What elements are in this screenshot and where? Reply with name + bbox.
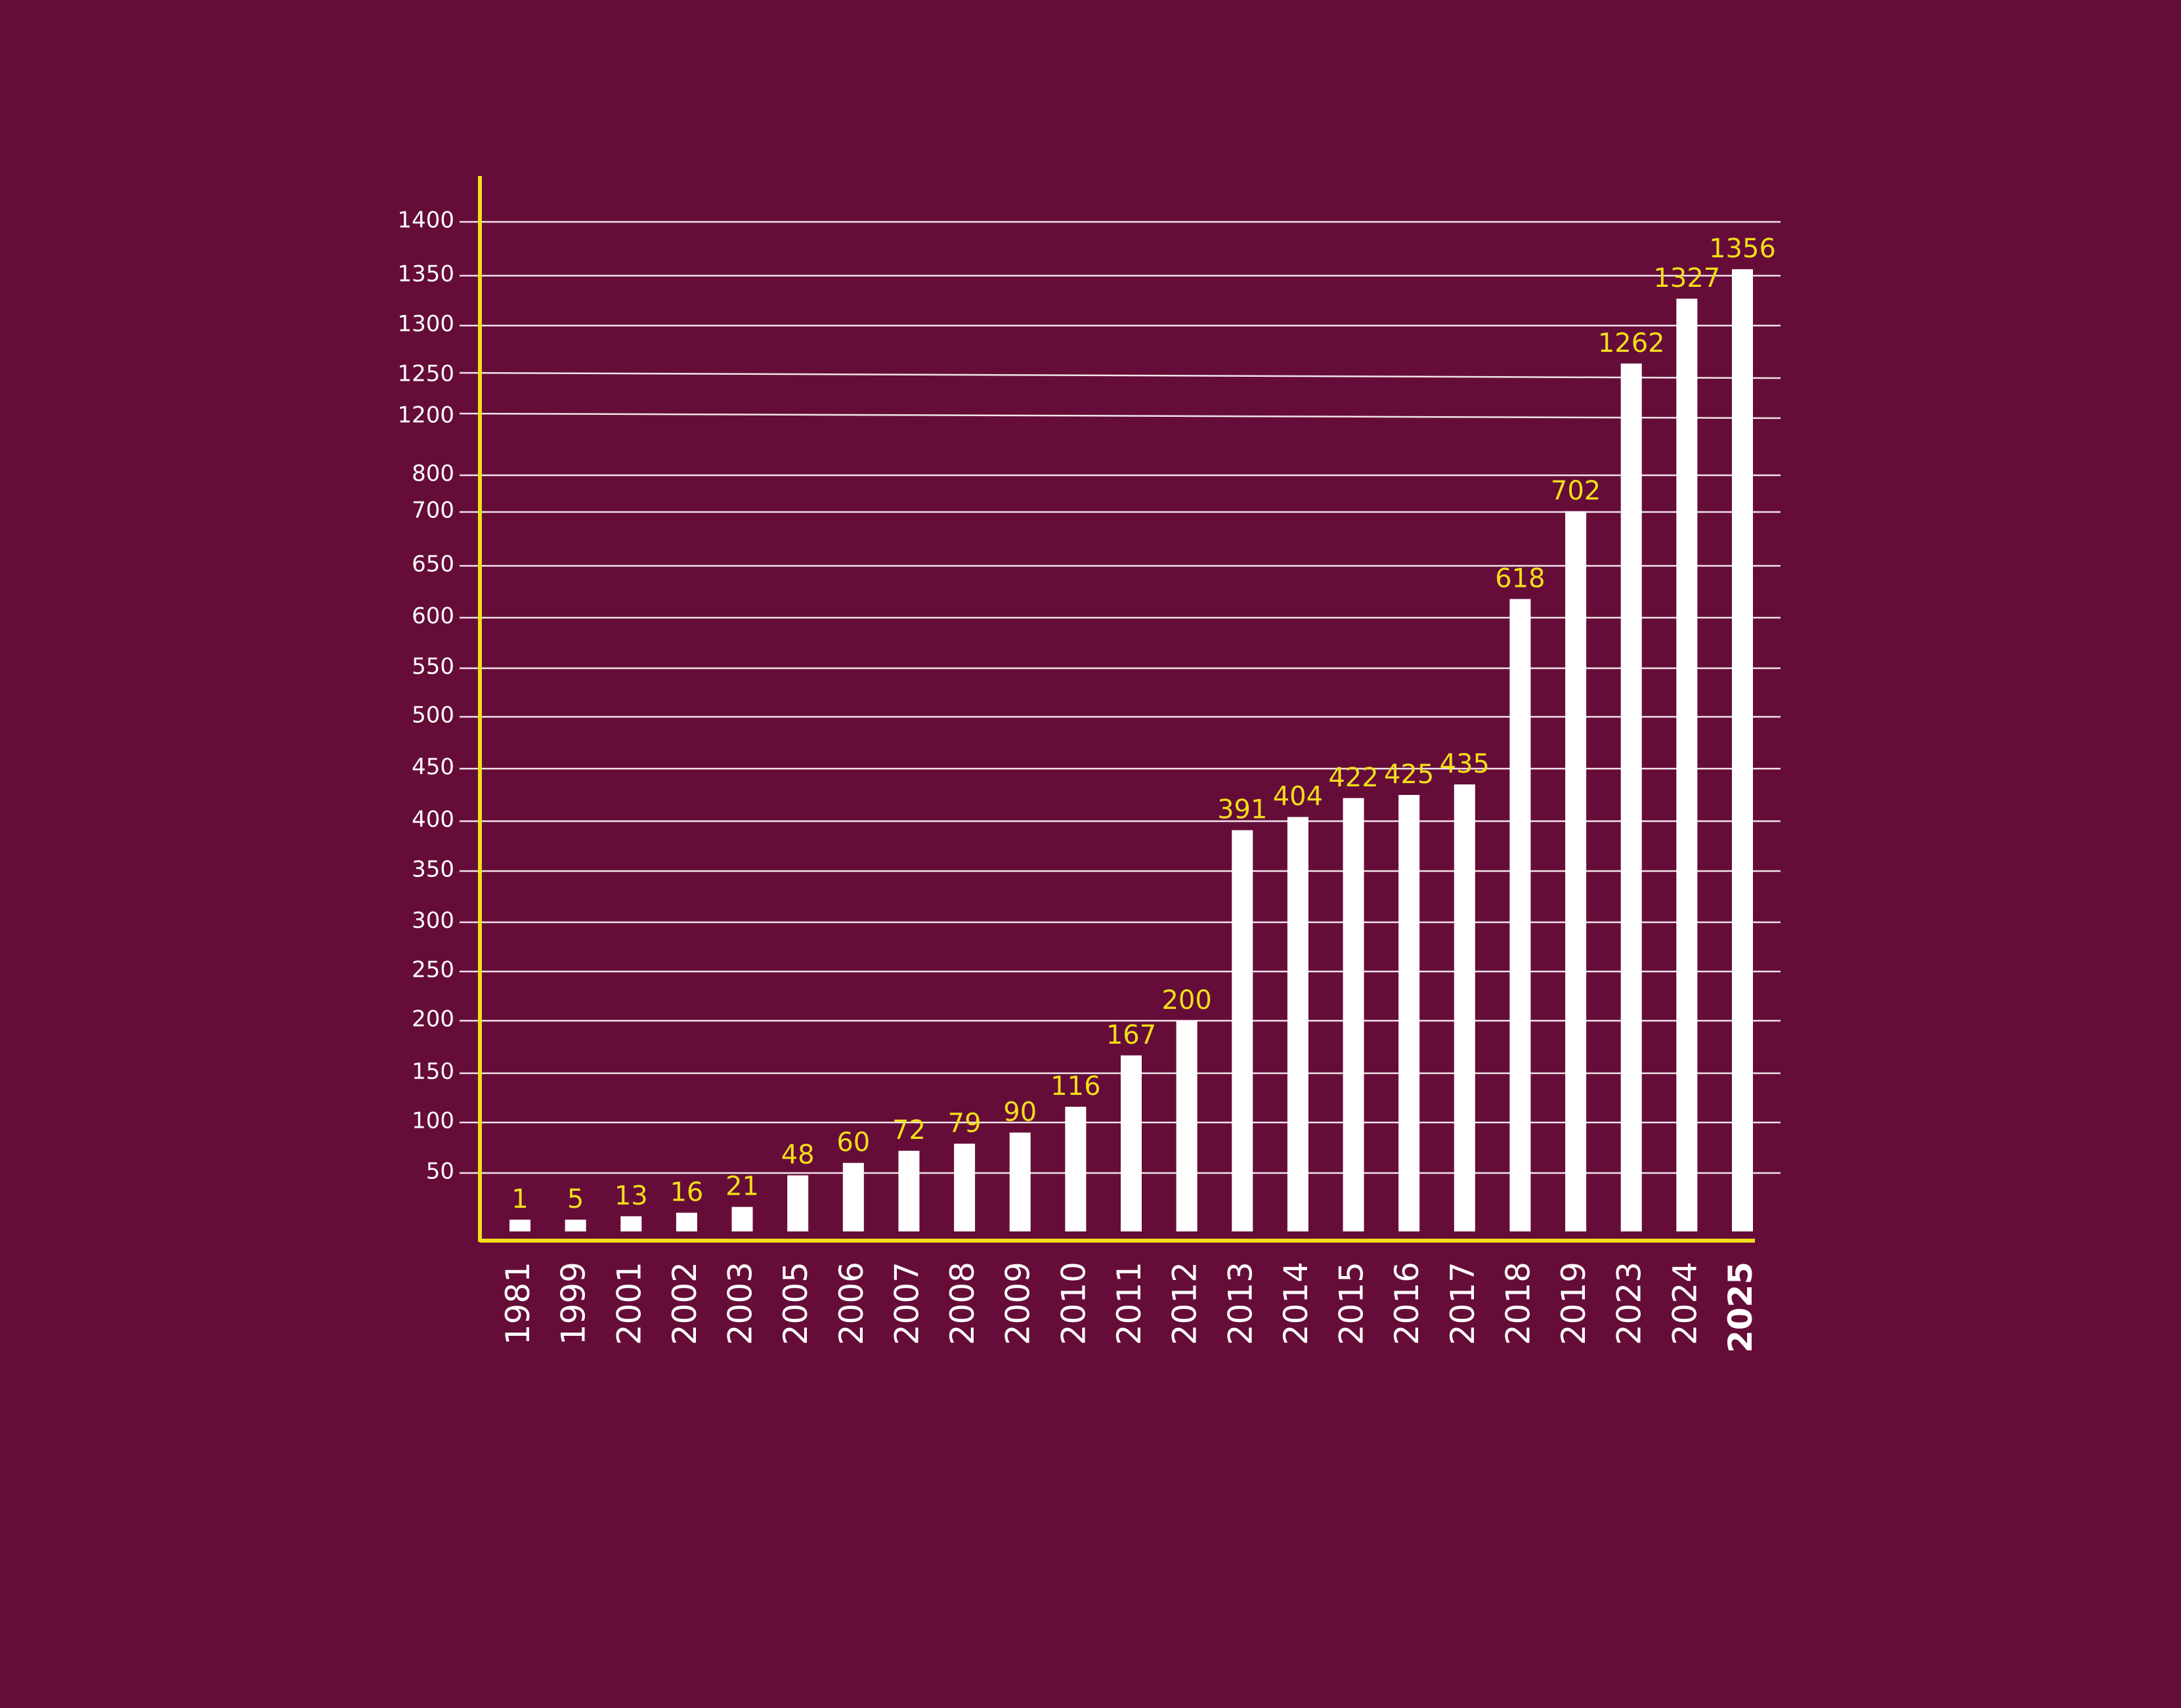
x-tick-label: 1981 — [499, 1262, 537, 1345]
bar — [1176, 1021, 1198, 1231]
x-tick-label: 2015 — [1333, 1262, 1371, 1345]
x-tick-label: 2018 — [1499, 1262, 1537, 1345]
x-tick-label: 2010 — [1054, 1262, 1092, 1345]
value-label: 1356 — [1709, 234, 1776, 264]
bar — [1009, 1132, 1031, 1231]
y-tick-label: 100 — [412, 1108, 454, 1134]
bar — [1565, 511, 1587, 1231]
value-label: 422 — [1328, 763, 1378, 793]
bar — [620, 1216, 642, 1231]
bar — [1676, 298, 1698, 1232]
y-tick-label: 700 — [412, 498, 454, 524]
value-label: 1 — [511, 1184, 528, 1214]
bar — [565, 1220, 586, 1231]
y-tick-label: 550 — [412, 654, 454, 680]
gridline — [459, 372, 1781, 379]
bar — [1620, 363, 1642, 1231]
value-label: 435 — [1440, 749, 1490, 779]
x-tick-label: 2002 — [666, 1262, 704, 1345]
value-label: 13 — [615, 1181, 648, 1211]
x-tick-label: 2006 — [832, 1262, 871, 1345]
value-label: 200 — [1161, 985, 1211, 1015]
x-tick-label: 2001 — [610, 1262, 648, 1345]
y-tick-label: 450 — [412, 754, 454, 780]
value-label: 1327 — [1653, 263, 1720, 293]
bar — [898, 1151, 920, 1231]
bar — [842, 1163, 864, 1231]
bar — [1065, 1107, 1087, 1231]
bar — [509, 1220, 530, 1231]
value-label: 72 — [892, 1115, 926, 1145]
x-tick-label: 2009 — [999, 1262, 1037, 1345]
value-label: 404 — [1273, 782, 1323, 812]
value-label: 1262 — [1598, 328, 1665, 358]
x-tick-label: 2013 — [1221, 1262, 1259, 1345]
gridlines — [459, 221, 1781, 1174]
value-label: 5 — [567, 1184, 584, 1214]
bar — [676, 1212, 697, 1231]
y-tick-label: 600 — [412, 603, 454, 630]
x-tick-label: 2024 — [1666, 1262, 1704, 1345]
bar — [1121, 1055, 1142, 1231]
y-tick-label: 500 — [412, 702, 454, 729]
value-label: 48 — [781, 1140, 815, 1170]
y-tick-label: 250 — [412, 957, 454, 983]
bar — [1232, 830, 1253, 1231]
x-tick-label: 2017 — [1444, 1262, 1482, 1345]
bar — [954, 1143, 976, 1231]
x-tick-label: 2003 — [722, 1262, 760, 1345]
bar — [1732, 269, 1753, 1231]
bars — [509, 269, 1753, 1232]
x-tick-label: 2008 — [943, 1262, 982, 1345]
x-tick-label: 2011 — [1110, 1262, 1148, 1345]
x-tick-label: 2023 — [1610, 1262, 1649, 1345]
value-label: 21 — [725, 1172, 759, 1202]
bar — [1343, 798, 1364, 1231]
value-label: 79 — [948, 1108, 982, 1138]
y-tick-label: 400 — [412, 807, 454, 833]
y-tick-label: 300 — [412, 908, 454, 934]
y-tick-label: 1300 — [397, 311, 454, 337]
bar — [1287, 817, 1308, 1231]
x-axis-tick-labels: 1981 1999 2001 2002 2003 2005 2006 2007 2008 2009… — [499, 1262, 1760, 1353]
y-axis-tick-labels: 50 100 150 200 250 300 350 400 450 500 550 600 650 70… — [397, 207, 454, 1185]
x-tick-label: 2019 — [1555, 1262, 1593, 1345]
value-label: 391 — [1217, 795, 1267, 825]
y-tick-label: 650 — [412, 551, 454, 578]
x-tick-label: 2016 — [1388, 1262, 1426, 1345]
value-label: 167 — [1106, 1020, 1156, 1050]
y-tick-label: 1200 — [397, 402, 454, 429]
y-tick-label: 1350 — [397, 261, 454, 288]
value-label: 116 — [1050, 1071, 1100, 1101]
bar — [1454, 784, 1475, 1231]
value-label: 60 — [836, 1128, 870, 1158]
bar — [1509, 599, 1531, 1231]
x-tick-label: 2005 — [777, 1262, 815, 1345]
value-label: 702 — [1551, 476, 1601, 506]
bar — [1398, 795, 1420, 1231]
value-label: 90 — [1003, 1097, 1037, 1127]
y-tick-label: 1400 — [397, 207, 454, 234]
x-tick-label: 1999 — [555, 1262, 593, 1345]
axes — [478, 176, 1755, 1243]
y-tick-label: 350 — [412, 857, 454, 883]
x-tick-label: 2025 — [1721, 1262, 1760, 1353]
bar — [731, 1206, 753, 1231]
y-tick-label: 150 — [412, 1059, 454, 1085]
x-tick-label: 2007 — [888, 1262, 926, 1345]
value-label: 618 — [1495, 564, 1545, 594]
y-tick-label: 1250 — [397, 361, 454, 387]
x-tick-label: 2014 — [1277, 1262, 1315, 1345]
x-tick-label: 2012 — [1166, 1262, 1204, 1345]
gridline — [459, 412, 1781, 419]
y-tick-label: 200 — [412, 1006, 454, 1033]
y-tick-label: 50 — [426, 1159, 454, 1185]
bar — [787, 1175, 809, 1231]
value-label: 16 — [670, 1178, 703, 1208]
y-tick-label: 800 — [412, 461, 454, 487]
value-label: 425 — [1384, 759, 1434, 790]
